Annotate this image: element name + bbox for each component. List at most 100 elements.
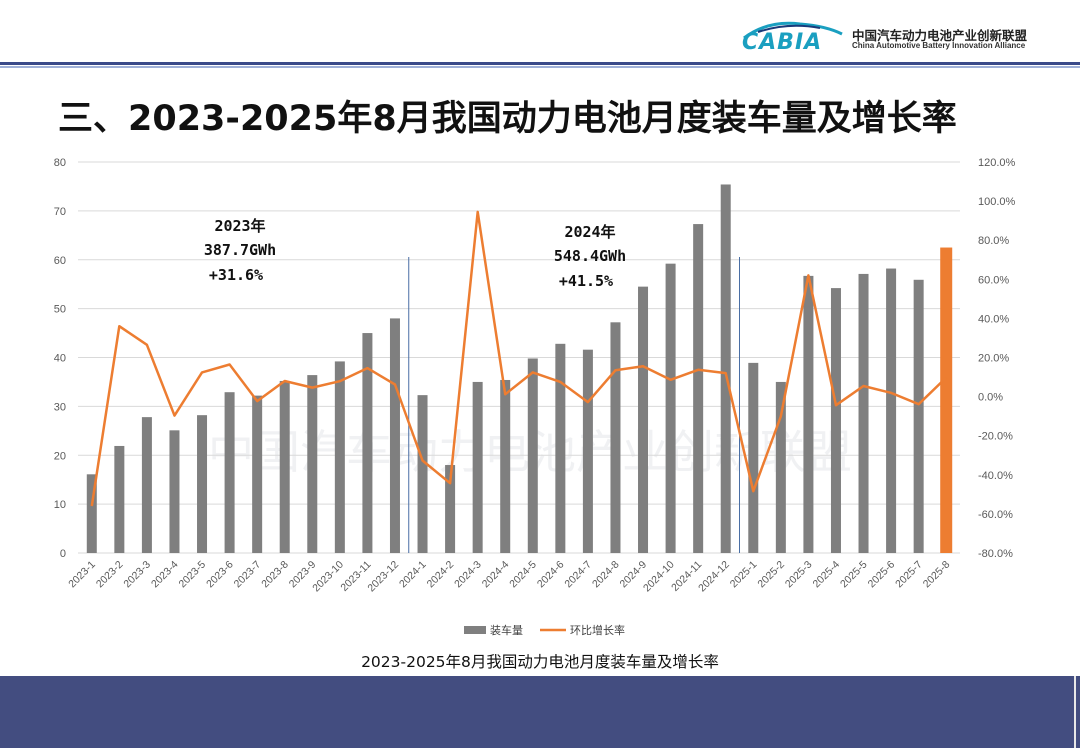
page-title: 三、2023-2025年8月我国动力电池月度装车量及增长率 — [58, 99, 957, 139]
cabia-logo: CABIA 中国汽车动力电池产业创新联盟 China Automotive Ba… — [738, 18, 1078, 58]
bar — [252, 395, 263, 553]
x-tick-label: 2024-1 — [397, 559, 429, 591]
footer-band — [0, 676, 1080, 748]
bar — [307, 375, 318, 553]
bar — [417, 395, 428, 553]
y-right-tick-label: -20.0% — [978, 431, 1013, 443]
x-tick-label: 2024-3 — [452, 559, 484, 591]
bar — [830, 288, 841, 553]
x-tick-label: 2025-2 — [755, 559, 787, 591]
y-right-tick-label: 80.0% — [978, 235, 1009, 247]
bar — [858, 273, 869, 553]
org-name-cn: 中国汽车动力电池产业创新联盟 — [852, 28, 1028, 43]
bar — [555, 343, 566, 553]
footer-edge-line — [1074, 676, 1076, 748]
x-tick-label: 2023-12 — [365, 559, 401, 595]
y-left-tick-label: 70 — [54, 206, 66, 218]
header: CABIA 中国汽车动力电池产业创新联盟 China Automotive Ba… — [0, 0, 1080, 66]
x-tick-label: 2025-4 — [810, 559, 842, 591]
x-tick-label: 2024-12 — [696, 559, 732, 595]
bar — [913, 279, 924, 553]
bar — [775, 381, 786, 553]
logo-wordmark: CABIA — [742, 30, 823, 55]
annotation-year: 2024年 — [564, 223, 615, 241]
header-rule-light — [0, 66, 1080, 68]
x-tick-label: 2024-6 — [535, 559, 567, 591]
y-left-tick-label: 40 — [54, 353, 66, 365]
bar — [362, 333, 373, 553]
bar — [803, 275, 814, 553]
bar — [169, 430, 180, 553]
x-tick-label: 2025-6 — [866, 559, 898, 591]
y-left-tick-label: 30 — [54, 401, 66, 413]
y-right-tick-label: 40.0% — [978, 313, 1009, 325]
car-swoosh-icon — [743, 21, 843, 40]
bar — [527, 358, 538, 553]
bar — [500, 379, 511, 553]
y-right-tick-label: 0.0% — [978, 392, 1003, 404]
y-right-tick-label: -60.0% — [978, 509, 1013, 521]
x-tick-label: 2023-5 — [177, 559, 209, 591]
x-tick-label: 2025-8 — [921, 559, 953, 591]
x-tick-label: 2023-4 — [149, 559, 181, 591]
x-tick-label: 2025-3 — [783, 559, 815, 591]
y-left-tick-label: 10 — [54, 499, 66, 511]
y-left-tick-label: 50 — [54, 304, 66, 316]
annotation-total: 548.4GWh — [554, 247, 626, 265]
x-tick-label: 2025-7 — [893, 559, 925, 591]
bar — [748, 362, 759, 553]
x-tick-label: 2025-5 — [838, 559, 870, 591]
y-right-tick-label: -40.0% — [978, 470, 1013, 482]
y-right-tick-label: 100.0% — [978, 196, 1016, 208]
x-tick-label: 2024-8 — [590, 559, 622, 591]
x-tick-label: 2024-4 — [480, 559, 512, 591]
y-right-tick-label: 20.0% — [978, 353, 1009, 365]
bar — [720, 184, 731, 554]
bar — [665, 263, 676, 553]
bar — [445, 465, 456, 553]
x-tick-label: 2023-6 — [204, 559, 236, 591]
legend-bar-swatch — [464, 626, 486, 634]
y-left-tick-label: 60 — [54, 255, 66, 267]
bar — [472, 381, 483, 553]
bar — [197, 415, 208, 553]
annotation-year: 2023年 — [214, 217, 265, 235]
legend-bar-label: 装车量 — [490, 623, 523, 637]
bar — [582, 349, 593, 553]
annotation-growth: +31.6% — [209, 266, 263, 284]
bar — [638, 286, 649, 553]
chart: 中国汽车动力电池产业创新联盟01020304050607080-80.0%-60… — [54, 157, 1016, 637]
annotation-growth: +41.5% — [559, 272, 613, 290]
bar — [610, 322, 621, 553]
y-left-tick-label: 20 — [54, 450, 66, 462]
bar — [141, 417, 152, 553]
annotation-total: 387.7GWh — [204, 241, 276, 259]
y-right-tick-label: 60.0% — [978, 274, 1009, 286]
legend-line-label: 环比增长率 — [570, 623, 625, 637]
x-tick-label: 2023-7 — [232, 559, 264, 591]
bar — [86, 474, 97, 553]
x-tick-label: 2023-3 — [121, 559, 153, 591]
bar — [886, 268, 897, 553]
bar — [940, 247, 953, 553]
x-tick-label: 2023-1 — [66, 559, 98, 591]
bar — [279, 380, 290, 553]
bar — [114, 445, 125, 553]
chart-caption: 2023-2025年8月我国动力电池月度装车量及增长率 — [361, 653, 719, 671]
growth-rate-line — [90, 210, 948, 507]
x-tick-label: 2023-2 — [94, 559, 126, 591]
bar — [224, 392, 235, 553]
bar — [693, 224, 704, 553]
y-right-tick-label: 120.0% — [978, 157, 1016, 169]
x-tick-label: 2023-8 — [259, 559, 291, 591]
y-left-tick-label: 0 — [60, 548, 66, 560]
x-tick-label: 2025-1 — [728, 559, 760, 591]
bar — [389, 318, 400, 553]
x-tick-label: 2024-7 — [562, 559, 594, 591]
header-rule — [0, 62, 1080, 65]
x-tick-label: 2024-2 — [425, 559, 457, 591]
x-tick-label: 2024-5 — [507, 559, 539, 591]
y-right-tick-label: -80.0% — [978, 548, 1013, 560]
y-left-tick-label: 80 — [54, 157, 66, 169]
bar — [334, 361, 345, 553]
